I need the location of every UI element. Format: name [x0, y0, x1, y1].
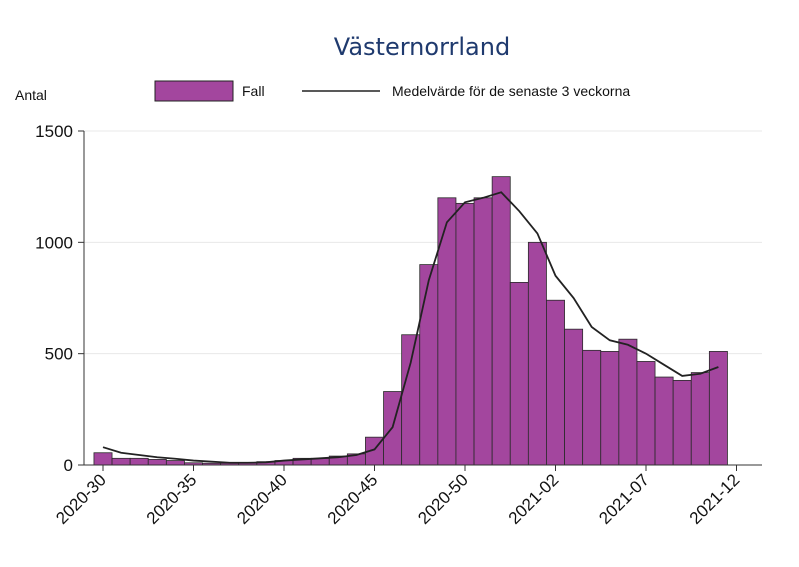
legend-swatch-fall	[154, 80, 234, 102]
bar-2020-34	[165, 460, 185, 466]
x-tick-label: 2020-35	[143, 470, 201, 528]
bar-2021-01	[527, 241, 547, 466]
legend-label-fall: Fall	[242, 83, 265, 99]
bar-2021-04	[582, 349, 602, 466]
average-line	[102, 191, 719, 464]
legend: Fall Medelvärde för de senaste 3 veckorn…	[154, 80, 630, 102]
bar-2020-30	[93, 452, 113, 466]
y-tick-label: 1500	[35, 122, 73, 141]
bar-2020-31	[111, 457, 131, 466]
x-tick-label: 2020-50	[414, 470, 472, 528]
x-ticks: 2020-30 2020-35 2020-40 2020-45 2020-50 2021-…	[52, 465, 743, 528]
y-axis-label: Antal	[15, 87, 47, 103]
bar-2021-10	[690, 372, 710, 466]
bar-2020-51	[473, 197, 493, 466]
chart-title: Västernorrland	[334, 33, 510, 61]
bar-2021-06	[618, 338, 638, 466]
y-tick-label: 500	[45, 345, 73, 364]
x-tick-label: 2020-30	[52, 470, 110, 528]
x-tick-label: 2020-40	[233, 470, 291, 528]
bar-2021-05	[600, 351, 620, 466]
y-tick-label: 1000	[35, 233, 73, 252]
bar-2021-03	[564, 328, 584, 466]
bars	[93, 176, 728, 466]
y-ticks: 0 500 1000 1500	[35, 122, 84, 475]
bar-2020-47	[401, 334, 421, 466]
x-tick-label: 2021-02	[505, 470, 563, 528]
y-tick-label: 0	[64, 456, 73, 475]
bar-2020-49	[437, 197, 457, 466]
bar-2020-52	[491, 176, 511, 466]
bar-2020-50	[455, 202, 475, 466]
x-tick-label: 2021-12	[686, 470, 744, 528]
bar-2020-33	[147, 459, 167, 466]
x-tick-label: 2020-45	[324, 470, 382, 528]
legend-label-average: Medelvärde för de senaste 3 veckorna	[392, 83, 630, 99]
bar-2021-02	[546, 299, 565, 466]
bar-2020-53	[509, 282, 529, 466]
bar-2020-32	[129, 457, 149, 466]
x-tick-label: 2021-07	[595, 470, 653, 528]
bar-2021-08	[654, 376, 674, 466]
bar-2020-48	[419, 264, 439, 466]
bar-2021-07	[636, 361, 656, 466]
bar-2021-09	[672, 379, 692, 466]
axes	[83, 131, 762, 466]
